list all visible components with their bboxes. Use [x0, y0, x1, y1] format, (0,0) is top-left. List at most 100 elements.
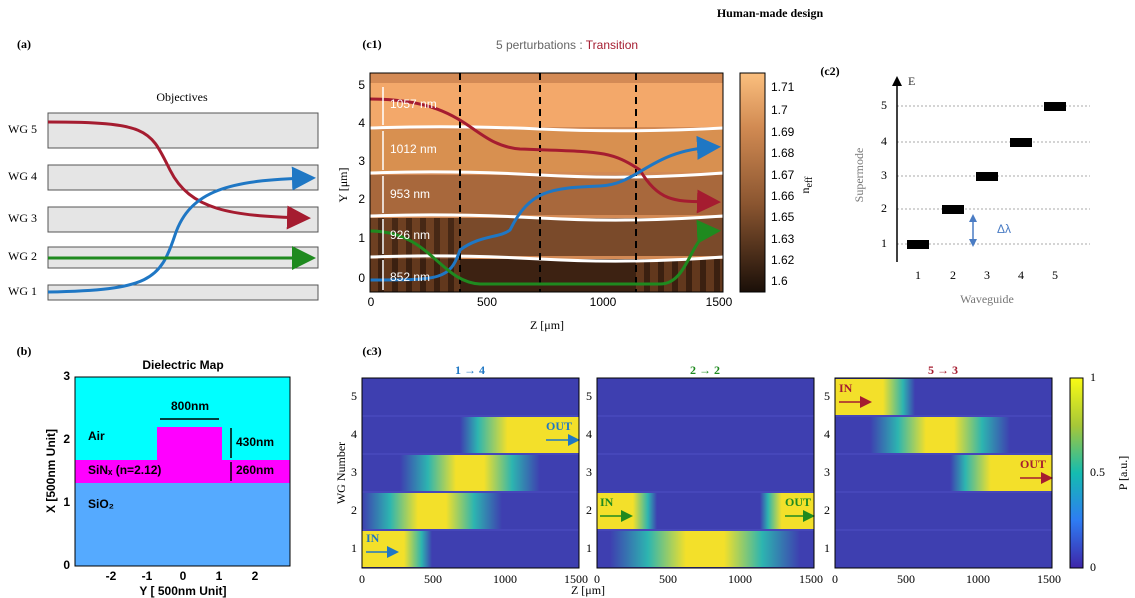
colorbar-tick-label: 0.5 [1090, 465, 1105, 479]
width-label: 1012 nm [390, 142, 437, 156]
panel-label: (b) [17, 344, 32, 358]
dimension-label: 430nm [236, 435, 274, 449]
width-label: 953 nm [390, 187, 430, 201]
colorbar-tick-label: 1.67 [771, 168, 795, 182]
y-axis-label: Y [μm] [336, 168, 350, 203]
y-tick-label: 2 [881, 201, 887, 215]
axis-name: E [908, 74, 915, 88]
y-tick-label: 3 [824, 465, 830, 479]
y-tick-label: 2 [63, 432, 70, 446]
y-tick-label: 0 [358, 271, 365, 285]
waveguide-label: WG 2 [8, 249, 37, 263]
x-tick-label: 5 [1052, 268, 1058, 282]
panel-c3-shapes [361, 377, 1084, 569]
subplot-title: 5 → 3 [928, 363, 958, 377]
y-tick-label: 3 [881, 168, 887, 182]
y-axis-label: X [500nm Unit] [44, 429, 58, 513]
x-tick-label: 1000 [728, 572, 752, 586]
waveguide-label: WG 5 [8, 122, 37, 136]
region-label: SiNₓ (n=2.12) [88, 463, 161, 477]
panel-title: Objectives [156, 90, 208, 104]
waveguide-label: WG 4 [8, 169, 37, 183]
y-tick-label: 4 [824, 427, 830, 441]
in-label: IN [366, 531, 380, 545]
x-tick-label: 500 [897, 572, 915, 586]
x-tick-label: 1 [216, 569, 223, 583]
y-tick-label: 1 [824, 541, 830, 555]
x-axis-label: Z [μm] [530, 318, 564, 332]
width-label: 926 nm [390, 228, 430, 242]
y-tick-label: 4 [586, 427, 592, 441]
x-tick-label: 3 [984, 268, 990, 282]
waveguide-label: WG 3 [8, 211, 37, 225]
waveguide-label: WG 1 [8, 284, 37, 298]
y-tick-label: 5 [824, 389, 830, 403]
panel-a-shapes [47, 112, 319, 301]
delta-lambda: Δλ [997, 222, 1011, 236]
dimension-label: 800nm [171, 399, 209, 413]
width-label: 852 nm [390, 270, 430, 284]
x-tick-label: -1 [142, 569, 153, 583]
x-tick-label: 1000 [590, 295, 617, 309]
colorbar-tick-label: 1.6 [771, 274, 788, 288]
x-tick-label: 0 [180, 569, 187, 583]
width-label: 1057 nm [390, 97, 437, 111]
x-tick-label: 500 [659, 572, 677, 586]
colorbar-tick-label: 1.66 [771, 189, 795, 203]
panel-c2-shapes [892, 76, 1090, 262]
x-axis-label: Y [ 500nm Unit] [139, 584, 226, 598]
panel-label: (c3) [362, 344, 381, 358]
y-tick-label: 1 [358, 231, 365, 245]
subtitle: 5 perturbations : Transition [496, 38, 638, 52]
panel-label: (c2) [820, 64, 839, 78]
x-tick-label: 1500 [1037, 572, 1061, 586]
y-tick-label: 1 [586, 541, 592, 555]
x-tick-label: 4 [1018, 268, 1024, 282]
x-tick-label: 1000 [966, 572, 990, 586]
colorbar-tick-label: 1.69 [771, 125, 795, 139]
colorbar-tick-label: 1 [1090, 370, 1096, 384]
subplot-title: 1 → 4 [455, 363, 485, 377]
x-tick-label: 500 [424, 572, 442, 586]
x-tick-label: 0 [832, 572, 838, 586]
x-tick-label: 1500 [706, 295, 733, 309]
colorbar-tick-label: 1.65 [771, 210, 795, 224]
dimension-label: 260nm [236, 463, 274, 477]
x-tick-label: 0 [368, 295, 375, 309]
subtitle-prefix: 5 perturbations : [496, 38, 586, 52]
colorbar-tick-label: 1.7 [771, 103, 788, 117]
subplot-title: 2 → 2 [690, 363, 720, 377]
y-axis-label: Supermode [852, 148, 866, 203]
y-tick-label: 5 [358, 78, 365, 92]
colorbar-label-sub: eff [804, 176, 815, 188]
panel-a-paths [47, 120, 316, 294]
y-tick-label: 4 [881, 134, 887, 148]
colorbar-label: neff [798, 176, 816, 194]
panel-b-shapes [74, 376, 291, 567]
y-tick-label: 5 [586, 389, 592, 403]
y-tick-label: 5 [351, 389, 357, 403]
y-tick-label: 2 [351, 503, 357, 517]
y-tick-label: 0 [63, 558, 70, 572]
x-axis-label: Z [μm] [571, 583, 605, 597]
x-axis-label: Waveguide [960, 292, 1014, 306]
y-tick-label: 3 [63, 369, 70, 383]
colorbar-tick-label: 1.63 [771, 232, 795, 246]
x-tick-label: 0 [359, 572, 365, 586]
y-tick-label: 4 [358, 116, 365, 130]
colorbar-tick-label: 1.71 [771, 80, 795, 94]
region-label: Air [88, 429, 105, 443]
out-label: OUT [1020, 457, 1046, 471]
y-axis-label: WG Number [334, 442, 348, 504]
y-tick-label: 2 [824, 503, 830, 517]
y-tick-label: 1 [881, 236, 887, 250]
in-label: IN [600, 495, 614, 509]
y-tick-label: 4 [351, 427, 357, 441]
out-label: OUT [546, 419, 572, 433]
figure-title: Human-made design [717, 6, 824, 20]
panel-label: (c1) [362, 37, 381, 51]
subtitle-highlight: Transition [586, 38, 638, 52]
x-tick-label: 2 [252, 569, 259, 583]
colorbar-tick-label: 1.68 [771, 146, 795, 160]
